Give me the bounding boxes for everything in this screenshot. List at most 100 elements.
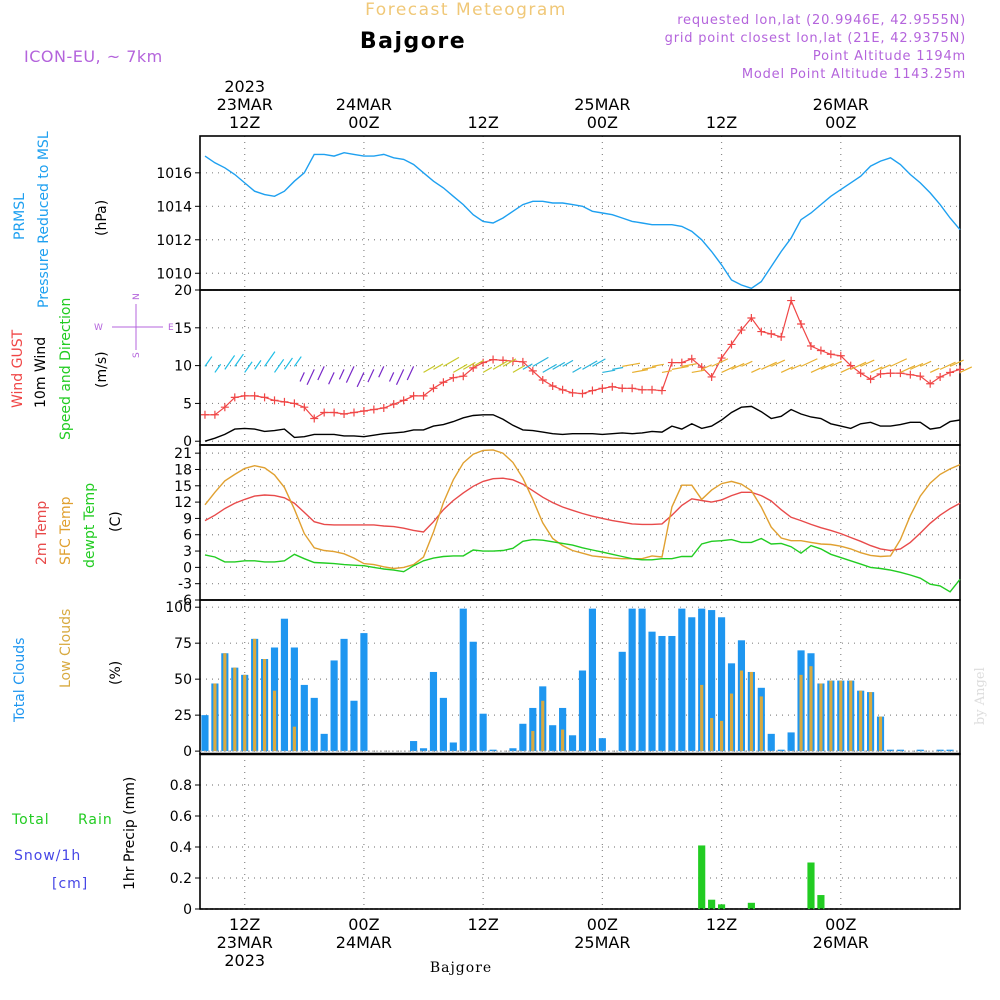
gust-marker <box>717 354 726 363</box>
bottom-axis-label: 00Z <box>825 915 856 934</box>
temp-ytick-label: -6 <box>178 593 192 609</box>
bottom-axis-label: 12Z <box>229 915 260 934</box>
rain-bar <box>817 895 825 909</box>
gust-marker <box>916 372 925 381</box>
wind-direction-arrow <box>860 359 875 367</box>
wind-direction-arrow <box>959 366 973 373</box>
wind-direction-arrow <box>522 363 533 370</box>
precip-label-rain: Rain <box>78 812 113 828</box>
rain-bar <box>747 902 755 909</box>
gust-marker <box>806 341 815 350</box>
wind-direction-arrow <box>406 366 415 381</box>
wind-direction-arrow <box>920 360 932 367</box>
total-cloud-bar <box>777 749 785 752</box>
gust-marker <box>946 368 955 377</box>
gust-marker <box>349 408 358 417</box>
total-cloud-bar <box>717 617 726 752</box>
wind-direction-arrow <box>356 372 365 388</box>
wind-label-speed-dir: Speed and Direction <box>58 298 74 440</box>
wind-direction-arrow <box>317 366 325 381</box>
wind-direction-arrow <box>671 365 689 370</box>
total-cloud-bar <box>698 608 706 752</box>
bottom-axis-label: 26MAR <box>813 933 869 952</box>
clouds-ytick-label: 75 <box>174 636 192 652</box>
precip-ytick-label: 0.4 <box>170 840 192 856</box>
low-cloud-bar <box>829 680 833 752</box>
total-cloud-bar <box>916 749 924 752</box>
wind-direction-arrow <box>830 360 842 367</box>
top-axis-label: 00Z <box>825 113 856 132</box>
total-cloud-bar <box>787 732 795 752</box>
gust-marker <box>359 406 368 415</box>
low-cloud-bar <box>839 680 843 752</box>
temp-label-2m: 2m Temp <box>34 501 50 565</box>
low-cloud-bar <box>223 653 227 752</box>
wind-direction-arrow <box>453 363 468 373</box>
wind-direction-arrow <box>810 365 826 373</box>
temp-ytick-label: 0 <box>183 560 192 576</box>
compass-south: S <box>132 352 142 358</box>
clouds-ytick-label: 25 <box>174 708 192 724</box>
wind-direction-arrow <box>254 360 262 370</box>
gust-marker <box>836 351 845 360</box>
bottom-axis-label: 23MAR <box>217 933 273 952</box>
wind-direction-arrow <box>328 372 335 385</box>
wind-ytick-label: 20 <box>174 283 192 299</box>
top-axis-label: 25MAR <box>574 95 630 114</box>
low-cloud-bar <box>878 716 883 752</box>
gust-marker <box>290 399 299 408</box>
total-cloud-bar <box>588 608 596 752</box>
clouds-ytick-label: 0 <box>183 744 192 760</box>
compass-east: E <box>168 323 174 333</box>
wind-speed-line <box>204 405 961 442</box>
gust-marker <box>518 357 527 366</box>
wind-direction-arrow <box>214 363 222 373</box>
total-cloud-bar <box>280 618 289 752</box>
precip-frame <box>199 753 961 910</box>
header-point-altitude: Point Altitude 1194m <box>813 49 966 64</box>
gust-line <box>205 298 961 420</box>
gust-marker <box>677 358 686 367</box>
total-cloud-bar <box>459 608 467 752</box>
pressure-ytick-label: 1010 <box>156 266 192 282</box>
wind-direction-arrow <box>423 365 436 373</box>
temp-ytick-label: 18 <box>174 462 192 478</box>
temp-2m-line <box>204 477 961 552</box>
clouds-legend: Total Clouds Low Clouds (%) <box>12 609 124 723</box>
top-axis-label: 12Z <box>706 113 737 132</box>
rain-bar <box>698 845 706 909</box>
wind-direction-arrow <box>731 362 745 370</box>
wind-direction-arrow <box>443 356 460 367</box>
low-cloud-bar <box>859 690 863 752</box>
gust-marker <box>489 355 498 364</box>
temp-ytick-label: 12 <box>174 495 192 511</box>
top-axis-label: 23MAR <box>217 95 273 114</box>
wind-direction-arrow <box>929 367 940 373</box>
low-cloud-bar <box>243 674 247 752</box>
top-axis-label: 26MAR <box>813 95 869 114</box>
total-cloud-bar <box>429 671 438 752</box>
wind-direction-arrow <box>283 357 293 370</box>
total-cloud-bar <box>290 647 298 752</box>
wind-direction-arrow <box>632 369 649 374</box>
top-axis-label: 00Z <box>348 113 379 132</box>
total-cloud-bar <box>767 733 775 752</box>
total-cloud-bar <box>509 748 517 752</box>
wind-direction-arrow <box>572 366 582 373</box>
gust-marker <box>220 403 229 412</box>
wind-ytick-label: 5 <box>183 396 192 412</box>
total-cloud-bar <box>578 670 587 752</box>
pressure-panel: 1010 1012 1014 1016 <box>156 135 961 291</box>
total-cloud-bar <box>688 617 696 752</box>
wind-direction-arrow <box>462 361 476 370</box>
wind-direction-arrow <box>492 360 509 370</box>
precip-label-snow: Snow/1h <box>14 848 81 864</box>
header-location-title: Bajgore <box>360 29 466 54</box>
temp-dewpt-line <box>204 537 961 593</box>
wind-ytick-label: 0 <box>183 434 192 450</box>
bottom-axis-label: 2023 <box>224 951 265 970</box>
gust-marker <box>250 391 259 400</box>
gust-marker <box>737 326 746 335</box>
gust-marker <box>747 313 756 322</box>
